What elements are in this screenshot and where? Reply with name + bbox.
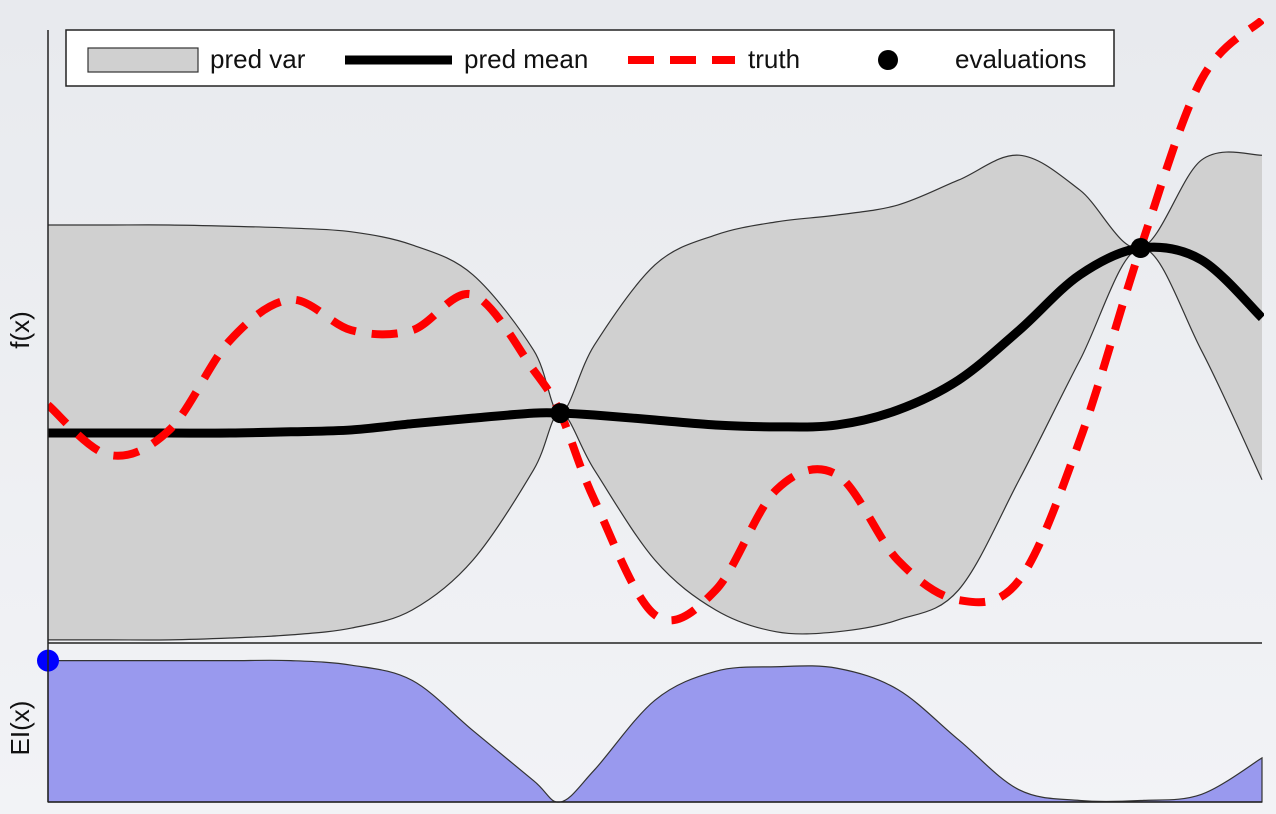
variance-band: [48, 151, 1262, 641]
ei-area: [47, 659, 1263, 803]
legend-label: pred var: [210, 44, 306, 74]
legend-label: pred mean: [464, 44, 588, 74]
legend-swatch: [87, 47, 199, 73]
y-axis-label: f(x): [5, 311, 35, 349]
legend: [65, 29, 1115, 87]
legend-items: pred var pred mean truth evaluations: [87, 44, 1087, 74]
evaluation-point: [550, 403, 571, 424]
evaluation-point: [1130, 238, 1151, 259]
band-upper-edge: [48, 151, 1263, 414]
y-axis-label: EI(x): [5, 701, 35, 756]
legend-label: evaluations: [955, 44, 1087, 74]
mean-line: [48, 242, 1264, 438]
band-lower-edge: [48, 247, 1263, 641]
truth-line: [48, 18, 1264, 625]
ei-plot: [37, 649, 1263, 803]
axes: [47, 30, 1262, 803]
f-plot: [48, 18, 1264, 641]
legend-label: truth: [748, 44, 800, 74]
legend-swatch: [878, 50, 898, 70]
